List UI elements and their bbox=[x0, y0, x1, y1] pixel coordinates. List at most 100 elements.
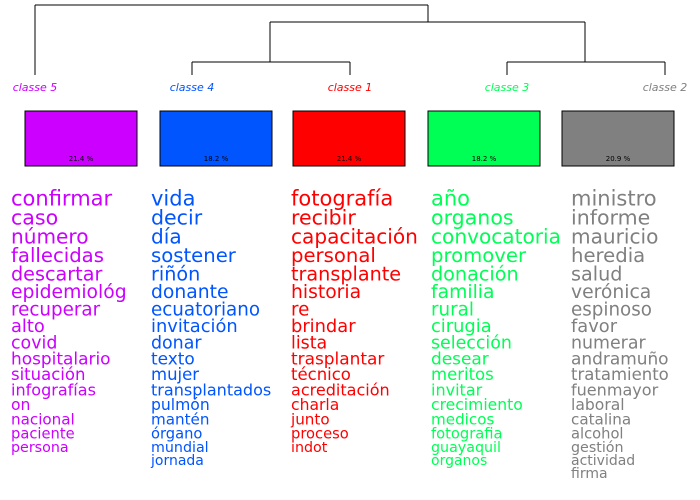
word: convocatoria bbox=[431, 225, 561, 249]
word: fotografia bbox=[431, 425, 503, 442]
word: pulmón bbox=[151, 396, 210, 414]
word: indot bbox=[291, 440, 328, 456]
word: junto bbox=[290, 411, 330, 429]
class-percent: 20.9 % bbox=[606, 155, 631, 163]
word: donar bbox=[151, 334, 202, 354]
word: mauricio bbox=[571, 225, 658, 249]
word: charla bbox=[291, 396, 339, 414]
word: caso bbox=[11, 206, 58, 230]
word: numerar bbox=[571, 334, 646, 354]
word: invitar bbox=[431, 380, 483, 399]
word: covid bbox=[11, 334, 57, 354]
word: ministro bbox=[571, 186, 657, 210]
word: organos bbox=[431, 206, 514, 230]
word: cirugia bbox=[431, 316, 492, 337]
word: jornada bbox=[150, 453, 204, 469]
word: vida bbox=[151, 186, 195, 210]
word: infografías bbox=[11, 380, 96, 399]
word: epidemiológ bbox=[11, 282, 127, 303]
class-label: classe 4 bbox=[170, 81, 215, 94]
word: favor bbox=[571, 316, 618, 337]
word: día bbox=[151, 225, 182, 249]
class-label: classe 3 bbox=[485, 81, 530, 94]
class-label: classe 1 bbox=[328, 81, 373, 94]
word: familia bbox=[431, 282, 494, 303]
word: capacitación bbox=[291, 225, 418, 249]
word: fotografía bbox=[291, 186, 393, 210]
class-percent: 21.4 % bbox=[337, 155, 362, 163]
word: salud bbox=[571, 262, 622, 285]
word: invitación bbox=[151, 316, 238, 337]
word: recibir bbox=[291, 206, 356, 230]
word: transplantados bbox=[151, 380, 271, 399]
class-box bbox=[24, 110, 138, 167]
word: selección bbox=[431, 334, 512, 354]
word: situación bbox=[11, 365, 85, 384]
class-percent: 21.4 % bbox=[69, 155, 94, 163]
word: meritos bbox=[431, 365, 494, 384]
word: firma bbox=[571, 466, 608, 482]
word: descartar bbox=[11, 262, 102, 285]
word: nacional bbox=[11, 411, 75, 429]
word: actividad bbox=[571, 453, 635, 469]
word: trasplantar bbox=[291, 349, 384, 369]
word: laboral bbox=[571, 396, 625, 414]
word: número bbox=[11, 225, 89, 249]
word: mantén bbox=[151, 411, 209, 429]
word: persona bbox=[11, 440, 69, 456]
word: informe bbox=[571, 206, 650, 230]
word: fallecidas bbox=[11, 244, 104, 267]
word: guayaquil bbox=[431, 440, 501, 456]
class-percent: 18.2 % bbox=[204, 155, 229, 163]
class-label: classe 5 bbox=[13, 81, 58, 94]
word: sostener bbox=[151, 244, 237, 267]
word: re bbox=[291, 299, 309, 320]
word: año bbox=[431, 186, 470, 210]
word: personal bbox=[291, 244, 376, 267]
word: espinoso bbox=[571, 299, 652, 320]
word: organos bbox=[431, 453, 487, 469]
word: ecuatoriano bbox=[151, 299, 260, 320]
word: técnico bbox=[291, 365, 351, 384]
word: decir bbox=[151, 206, 203, 230]
word: texto bbox=[151, 349, 195, 369]
word: mundial bbox=[151, 440, 209, 456]
word: brindar bbox=[291, 316, 356, 337]
class-box bbox=[292, 110, 406, 167]
word: medicos bbox=[431, 411, 494, 429]
class-percent: 18.2 % bbox=[472, 155, 497, 163]
word: mujer bbox=[151, 365, 199, 384]
word: tratamiento bbox=[571, 365, 669, 384]
word: andramuño bbox=[571, 349, 669, 369]
word: promover bbox=[431, 244, 527, 267]
word: paciente bbox=[11, 425, 75, 442]
word: donante bbox=[151, 282, 229, 303]
class-label: classe 2 bbox=[643, 81, 688, 94]
word: heredia bbox=[571, 244, 645, 267]
word: acreditación bbox=[291, 380, 390, 399]
class-box bbox=[427, 110, 541, 167]
word: historia bbox=[291, 282, 361, 303]
class-box bbox=[159, 110, 273, 167]
word: verónica bbox=[571, 282, 651, 303]
word: proceso bbox=[291, 425, 349, 442]
dendrogram-branches bbox=[34, 4, 666, 75]
word: riñón bbox=[151, 262, 200, 285]
word: hospitalario bbox=[11, 349, 111, 369]
word: on bbox=[11, 396, 30, 414]
word: recuperar bbox=[11, 299, 101, 320]
word: gestión bbox=[571, 440, 624, 456]
word: órgano bbox=[151, 425, 202, 442]
class-box bbox=[561, 110, 675, 167]
word: donación bbox=[431, 262, 519, 285]
word: rural bbox=[431, 299, 474, 320]
word: alcohol bbox=[571, 425, 624, 442]
word: fuenmayor bbox=[571, 380, 659, 399]
word: catalina bbox=[571, 411, 631, 429]
word: crecimiento bbox=[431, 396, 523, 414]
word: desear bbox=[431, 349, 489, 369]
word: confirmar bbox=[11, 186, 113, 210]
word: transplante bbox=[291, 262, 401, 285]
word: lista bbox=[291, 334, 327, 354]
word: alto bbox=[11, 316, 45, 337]
